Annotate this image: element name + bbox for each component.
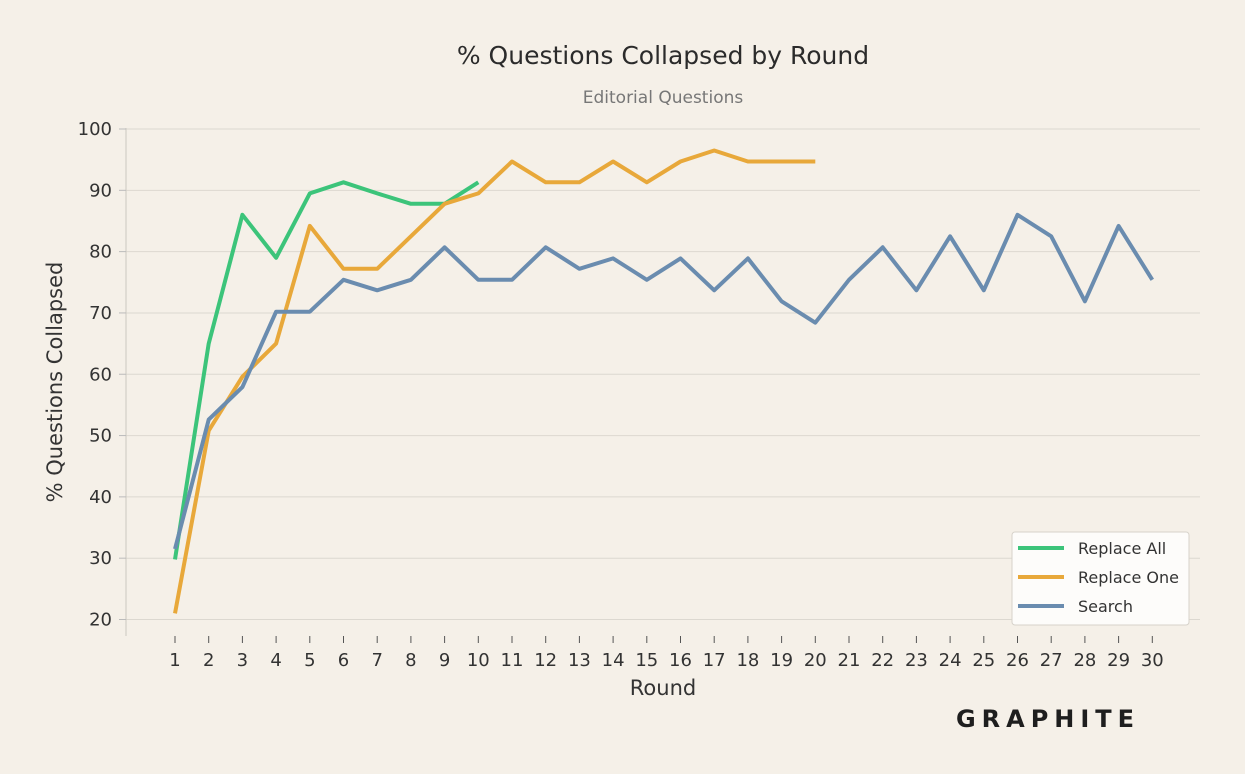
y-tick-label: 60 <box>89 364 112 385</box>
x-tick-label: 5 <box>304 650 315 671</box>
x-tick-label: 11 <box>501 650 524 671</box>
x-tick-label: 15 <box>635 650 658 671</box>
y-tick-label: 100 <box>78 119 112 140</box>
legend: Replace All Replace One Search <box>1011 531 1190 626</box>
series-line-search <box>173 212 1154 550</box>
series-line-replace-all <box>173 180 480 560</box>
x-tick-label: 8 <box>405 650 416 671</box>
legend-label-search: Search <box>1078 597 1133 616</box>
x-tick-label: 16 <box>669 650 692 671</box>
x-tick-label: 18 <box>736 650 759 671</box>
x-tick-label: 21 <box>838 650 861 671</box>
x-tick-label: 12 <box>534 650 557 671</box>
chart-subtitle: Editorial Questions <box>583 88 744 108</box>
series-line-replace-one <box>173 148 816 614</box>
x-tick-label: 20 <box>804 650 827 671</box>
x-tick-label: 9 <box>439 650 450 671</box>
y-ticks: 20 30 40 50 60 70 80 90 100 <box>78 119 126 631</box>
series-layer <box>173 148 1154 614</box>
x-tick-label: 26 <box>1006 650 1029 671</box>
x-tick-label: 27 <box>1040 650 1063 671</box>
x-tick-label: 24 <box>939 650 962 671</box>
legend-label-replace-one: Replace One <box>1078 568 1179 587</box>
x-tick-label: 1 <box>169 650 180 671</box>
x-tick-label: 13 <box>568 650 591 671</box>
x-tick-label: 4 <box>270 650 281 671</box>
y-tick-label: 30 <box>89 548 112 569</box>
chart-title: % Questions Collapsed by Round <box>457 41 869 70</box>
x-tick-label: 19 <box>770 650 793 671</box>
y-tick-label: 70 <box>89 303 112 324</box>
x-tick-label: 6 <box>338 650 349 671</box>
x-tick-label: 10 <box>467 650 490 671</box>
x-tick-label: 25 <box>972 650 995 671</box>
x-tick-label: 2 <box>203 650 214 671</box>
x-ticks: 1 2 3 4 5 6 7 8 9 10 11 12 13 14 15 16 17 18 19 20 21 22 23 24 2… <box>169 636 1164 671</box>
graphite-logo: GRAPHITE <box>956 705 1140 733</box>
x-tick-label: 28 <box>1073 650 1096 671</box>
legend-box <box>1011 531 1190 626</box>
y-tick-label: 20 <box>89 610 112 631</box>
x-tick-label: 14 <box>602 650 625 671</box>
x-tick-label: 22 <box>871 650 894 671</box>
x-tick-label: 29 <box>1107 650 1130 671</box>
x-tick-label: 3 <box>237 650 248 671</box>
x-axis-label: Round <box>630 676 696 700</box>
y-tick-label: 80 <box>89 242 112 263</box>
x-tick-label: 23 <box>905 650 928 671</box>
x-tick-label: 7 <box>371 650 382 671</box>
y-tick-label: 40 <box>89 487 112 508</box>
x-tick-label: 17 <box>703 650 726 671</box>
x-tick-label: 30 <box>1141 650 1164 671</box>
y-axis-label: % Questions Collapsed <box>43 262 67 503</box>
y-tick-label: 50 <box>89 426 112 447</box>
y-tick-label: 90 <box>89 180 112 201</box>
legend-label-replace-all: Replace All <box>1078 539 1166 558</box>
